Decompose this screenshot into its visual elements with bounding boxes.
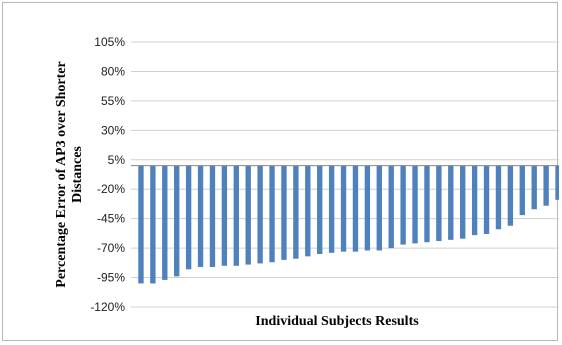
y-axis-title: Percentage Error of AP3 over ShorterDist… xyxy=(54,61,85,287)
bar xyxy=(257,165,263,264)
bar xyxy=(448,165,454,240)
bar xyxy=(376,165,382,251)
bar xyxy=(185,165,192,270)
y-tick-label: 80% xyxy=(101,64,125,78)
bar xyxy=(543,165,549,206)
bar xyxy=(174,165,180,277)
bar xyxy=(483,165,490,234)
bar xyxy=(460,165,466,239)
bar xyxy=(507,165,514,226)
y-axis-title-line: Percentage Error of AP3 over Shorter xyxy=(54,61,69,287)
y-tick-label: 30% xyxy=(101,123,125,137)
y-tick-label: 105% xyxy=(94,35,125,49)
bar xyxy=(305,165,311,257)
y-tick-label: 55% xyxy=(101,94,125,108)
chart-frame: 105% 80% 55% 30% 5% -20% -45% -70% -95% -120% Per… xyxy=(2,2,559,341)
y-tick-label: 5% xyxy=(108,153,126,167)
bar xyxy=(352,165,359,252)
bar xyxy=(340,165,347,252)
bar xyxy=(364,165,371,251)
bar xyxy=(281,165,287,260)
x-axis-title: Individual Subjects Results xyxy=(255,314,419,329)
bar xyxy=(531,165,537,210)
y-axis-title-line: Distances xyxy=(70,146,85,203)
bar xyxy=(233,165,239,266)
bar xyxy=(221,165,228,266)
bar xyxy=(412,165,418,244)
bar xyxy=(424,165,430,243)
bar xyxy=(197,165,204,267)
bar xyxy=(150,165,156,284)
bar xyxy=(269,165,275,263)
y-tick-label: -20% xyxy=(97,182,125,196)
y-tick-label: -45% xyxy=(97,212,125,226)
bars xyxy=(138,165,559,284)
bar xyxy=(328,165,335,253)
y-tick-label: -95% xyxy=(97,271,125,285)
bar xyxy=(555,165,559,200)
bar xyxy=(519,165,525,216)
bar xyxy=(436,165,442,242)
y-tick-labels: 105% 80% 55% 30% 5% -20% -45% -70% -95% -120% xyxy=(90,35,125,314)
bar xyxy=(209,165,216,267)
bar-chart: 105% 80% 55% 30% 5% -20% -45% -70% -95% -120% Per… xyxy=(54,35,559,329)
bar xyxy=(317,165,323,254)
y-tick-label: -70% xyxy=(97,241,125,255)
y-tick-label: -120% xyxy=(90,300,125,314)
bar xyxy=(388,165,394,249)
bar xyxy=(471,165,478,236)
bar xyxy=(495,165,502,230)
bar xyxy=(400,165,406,245)
bar xyxy=(162,165,168,280)
bar xyxy=(293,165,299,259)
bar xyxy=(245,165,251,265)
bar xyxy=(138,165,144,284)
